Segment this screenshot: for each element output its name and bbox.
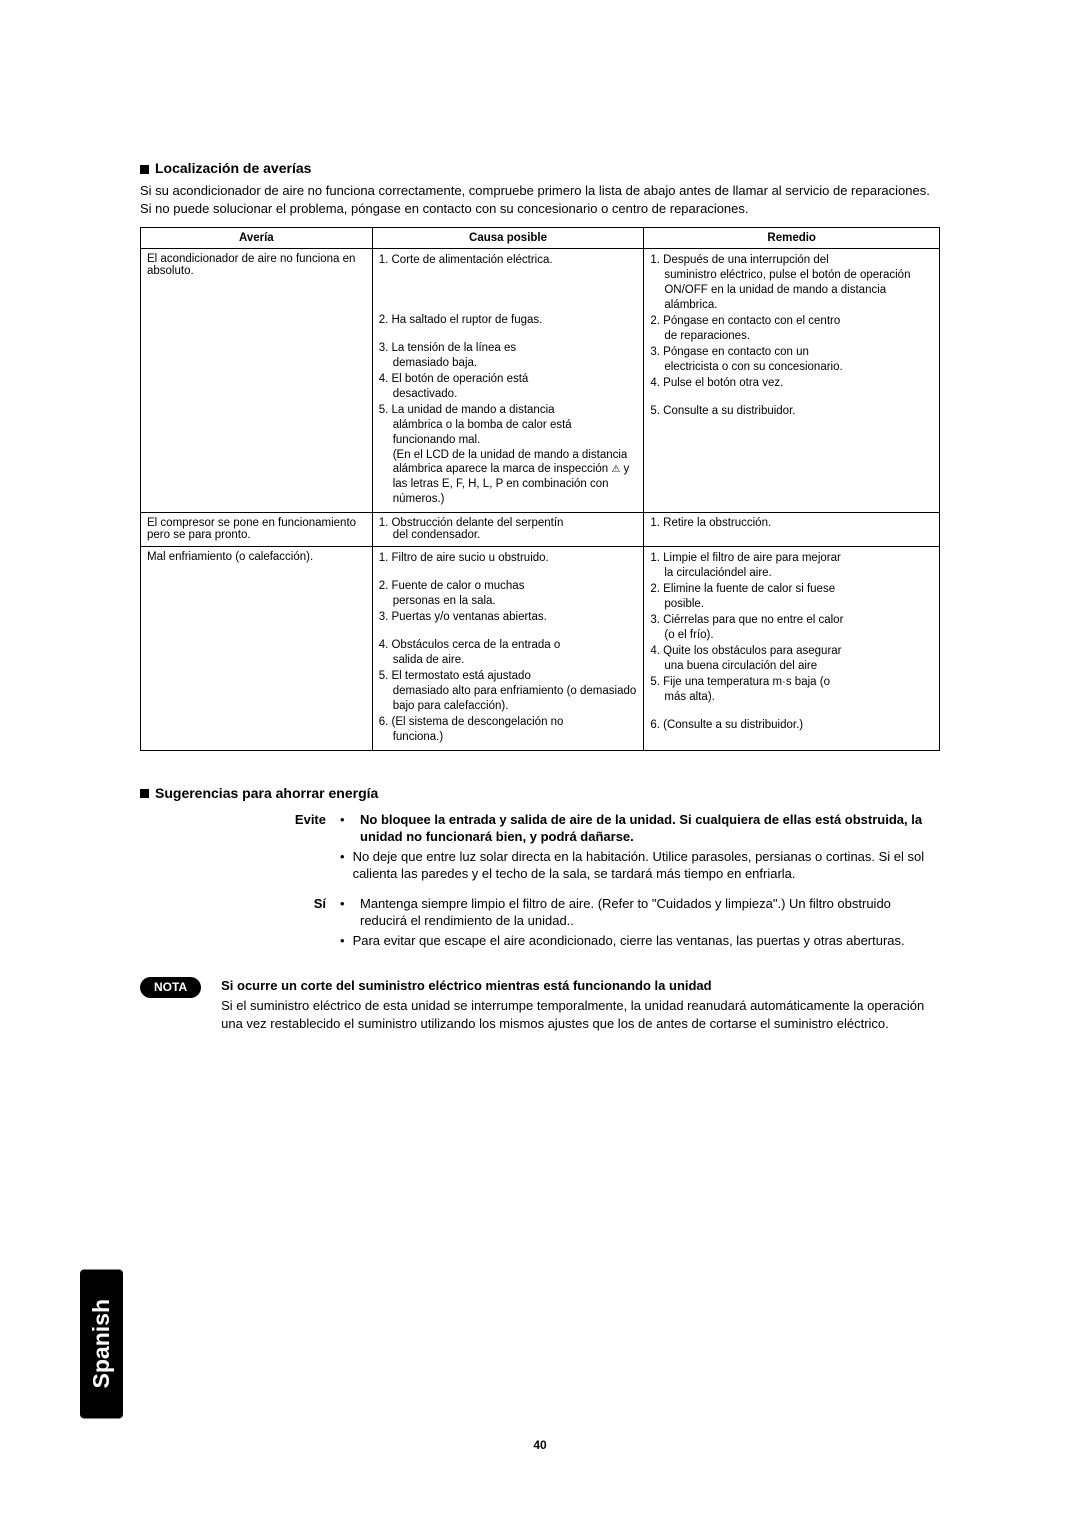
remedy-item: 3. Ciérrelas para que no entre el calor(… <box>650 613 933 643</box>
cell-remedio: 1. Retire la obstrucción. <box>644 513 940 547</box>
language-tab: Spanish <box>80 1269 123 1418</box>
remedy-item: 4. Quite los obstáculos para aseguraruna… <box>650 644 933 674</box>
section1-heading-text: Localización de averías <box>155 160 311 176</box>
section2-heading-text: Sugerencias para ahorrar energía <box>155 785 378 801</box>
cause-item: 2. Ha saltado el ruptor de fugas. <box>379 313 638 328</box>
table-row: El acondicionador de aire no funciona en… <box>141 249 940 513</box>
cell-averia: El acondicionador de aire no funciona en… <box>141 249 373 513</box>
evite-label: Evite <box>140 811 340 883</box>
evite-bold: No bloquee la entrada y salida de aire d… <box>360 812 922 845</box>
table-header-remedio: Remedio <box>644 228 940 249</box>
remedy-item: 2. Elimine la fuente de calor si fuesepo… <box>650 582 933 612</box>
nota-section: NOTA Si ocurre un corte del suministro e… <box>140 977 940 1032</box>
cell-remedio: 1. Después de una interrupción delsumini… <box>644 249 940 513</box>
remedy-item: 5. Consulte a su distribuidor. <box>650 404 933 419</box>
section2-heading: Sugerencias para ahorrar energía <box>140 785 940 801</box>
nota-title: Si ocurre un corte del suministro eléctr… <box>221 977 940 995</box>
table-header-row: Avería Causa posible Remedio <box>141 228 940 249</box>
cause-item: 5. La unidad de mando a distanciaalámbri… <box>379 403 638 508</box>
table-row: Mal enfriamiento (o calefacción). 1. Fil… <box>141 547 940 750</box>
section1-intro: Si su acondicionador de aire no funciona… <box>140 182 940 217</box>
remedy-item: 5. Fije una temperatura m·s baja (omás a… <box>650 675 933 705</box>
cell-averia: El compresor se pone en funcionamiento p… <box>141 513 373 547</box>
page-number: 40 <box>0 1438 1080 1452</box>
cause-item: 3. La tensión de la línea esdemasiado ba… <box>379 341 638 371</box>
nota-badge: NOTA <box>140 977 201 997</box>
square-marker-icon <box>140 165 149 174</box>
cause-item: 3. Puertas y/o ventanas abiertas. <box>379 610 638 625</box>
nota-text: Si el suministro eléctrico de esta unida… <box>221 997 940 1032</box>
si-item: Para evitar que escape el aire acondicio… <box>353 932 905 950</box>
cell-averia: Mal enfriamiento (o calefacción). <box>141 547 373 750</box>
hints-text: No bloquee la entrada y salida de aire d… <box>360 811 940 883</box>
warning-triangle-icon: ⚠ <box>611 463 620 476</box>
cause-item: 1. Filtro de aire sucio u obstruido. <box>379 551 638 566</box>
cell-causa: 1. Filtro de aire sucio u obstruido. 2. … <box>372 547 644 750</box>
cause-item: 1. Corte de alimentación eléctrica. <box>379 253 638 268</box>
si-label: Sí <box>140 895 340 950</box>
table-row: El compresor se pone en funcionamiento p… <box>141 513 940 547</box>
cell-remedio: 1. Limpie el filtro de aire para mejorar… <box>644 547 940 750</box>
cause-item: 2. Fuente de calor o muchaspersonas en l… <box>379 579 638 609</box>
remedy-item: 3. Póngase en contacto con unelectricist… <box>650 345 933 375</box>
bullet-dot-icon: • <box>340 848 345 883</box>
evite-item: No deje que entre luz solar directa en l… <box>353 848 940 883</box>
section1-heading: Localización de averías <box>140 160 940 176</box>
remedy-item: 6. (Consulte a su distribuidor.) <box>650 718 933 733</box>
table-header-averia: Avería <box>141 228 373 249</box>
remedy-item: 1. Retire la obstrucción. <box>650 517 933 529</box>
remedy-item: 1. Limpie el filtro de aire para mejorar… <box>650 551 933 581</box>
troubleshooting-section: Localización de averías Si su acondicion… <box>140 160 940 751</box>
hints-text: Mantenga siempre limpio el filtro de air… <box>360 895 940 950</box>
cause-item: 4. Obstáculos cerca de la entrada osalid… <box>379 638 638 668</box>
cause-item: 4. El botón de operación estádesactivado… <box>379 372 638 402</box>
cause-item: 1. Obstrucción delante del serpentíndel … <box>379 517 638 541</box>
table-header-causa: Causa posible <box>372 228 644 249</box>
energy-hints-section: Sugerencias para ahorrar energía Evite •… <box>140 785 940 950</box>
square-marker-icon <box>140 789 149 798</box>
remedy-item: 1. Después de una interrupción delsumini… <box>650 253 933 313</box>
si-item: Mantenga siempre limpio el filtro de air… <box>360 896 891 929</box>
cell-causa: 1. Corte de alimentación eléctrica. 2. H… <box>372 249 644 513</box>
cause-item: 5. El termostato está ajustadodemasiado … <box>379 669 638 714</box>
cell-causa: 1. Obstrucción delante del serpentíndel … <box>372 513 644 547</box>
bullet-dot-icon: • <box>340 932 345 950</box>
remedy-item: 4. Pulse el botón otra vez. <box>650 376 933 391</box>
remedy-item: 2. Póngase en contacto con el centrode r… <box>650 314 933 344</box>
cause-item: 6. (El sistema de descongelación nofunci… <box>379 715 638 745</box>
trouble-table: Avería Causa posible Remedio El acondici… <box>140 227 940 751</box>
